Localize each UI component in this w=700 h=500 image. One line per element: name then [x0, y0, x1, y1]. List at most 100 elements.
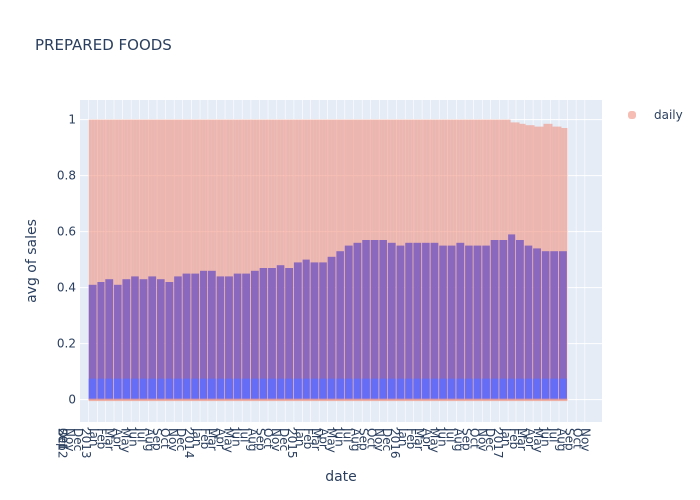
daily-bar[interactable] [115, 119, 119, 400]
base-bar[interactable] [319, 378, 327, 400]
avg-bar[interactable] [259, 268, 268, 400]
daily-bar[interactable] [238, 119, 242, 400]
daily-bar[interactable] [235, 119, 239, 400]
avg-bar[interactable] [439, 245, 447, 400]
base-bar[interactable] [515, 378, 524, 400]
daily-bar[interactable] [402, 119, 406, 400]
daily-bar[interactable] [160, 119, 164, 400]
daily-bar[interactable] [531, 125, 535, 400]
avg-bar[interactable] [344, 245, 353, 400]
daily-bar[interactable] [220, 119, 224, 400]
avg-bar[interactable] [336, 251, 344, 400]
base-bar[interactable] [131, 378, 139, 400]
avg-bar[interactable] [225, 276, 233, 400]
base-bar[interactable] [182, 378, 191, 400]
legend[interactable]: daily [628, 108, 683, 122]
avg-bar[interactable] [362, 240, 370, 400]
daily-bar[interactable] [241, 119, 245, 400]
daily-bar[interactable] [157, 119, 161, 400]
base-bar[interactable] [362, 378, 370, 400]
daily-bar[interactable] [166, 119, 170, 400]
base-bar[interactable] [97, 378, 105, 400]
daily-bar[interactable] [172, 119, 176, 400]
base-bar[interactable] [216, 378, 225, 400]
daily-bar[interactable] [214, 119, 218, 400]
daily-bar[interactable] [205, 119, 209, 400]
base-bar[interactable] [157, 378, 165, 400]
base-bar[interactable] [508, 378, 516, 400]
daily-bar[interactable] [247, 119, 251, 400]
daily-bar[interactable] [142, 119, 146, 400]
daily-bar[interactable] [139, 119, 143, 400]
base-bar[interactable] [327, 378, 336, 400]
avg-bar[interactable] [174, 276, 182, 400]
avg-bar[interactable] [268, 268, 276, 400]
base-bar[interactable] [413, 378, 422, 400]
daily-bar[interactable] [175, 119, 179, 400]
avg-bar[interactable] [310, 262, 319, 400]
daily-bar[interactable] [280, 119, 284, 400]
daily-bar[interactable] [271, 119, 275, 400]
base-bar[interactable] [165, 378, 174, 400]
daily-bar[interactable] [103, 119, 107, 400]
avg-bar[interactable] [319, 262, 327, 400]
daily-bar[interactable] [151, 119, 155, 400]
avg-bar[interactable] [541, 251, 550, 400]
daily-bar[interactable] [118, 119, 122, 400]
daily-bar[interactable] [196, 119, 200, 400]
base-bar[interactable] [353, 378, 362, 400]
base-bar[interactable] [465, 378, 473, 400]
daily-bar[interactable] [334, 119, 338, 400]
daily-bar[interactable] [253, 119, 257, 400]
avg-bar[interactable] [148, 276, 157, 400]
base-bar[interactable] [541, 378, 550, 400]
avg-bar[interactable] [515, 240, 524, 400]
daily-bar[interactable] [319, 119, 323, 400]
base-bar[interactable] [88, 378, 97, 400]
avg-bar[interactable] [97, 282, 105, 400]
avg-bar[interactable] [413, 242, 422, 400]
base-bar[interactable] [276, 378, 285, 400]
daily-bar[interactable] [289, 119, 293, 400]
avg-bar[interactable] [165, 282, 174, 400]
base-bar[interactable] [379, 378, 387, 400]
base-bar[interactable] [293, 378, 302, 400]
avg-bar[interactable] [430, 242, 439, 400]
daily-bar[interactable] [211, 119, 215, 400]
daily-bar[interactable] [100, 119, 104, 400]
daily-bar[interactable] [286, 119, 290, 400]
avg-bar[interactable] [139, 279, 148, 400]
daily-bar[interactable] [298, 119, 302, 400]
daily-bar[interactable] [202, 119, 206, 400]
daily-bar[interactable] [316, 119, 320, 400]
daily-bar[interactable] [256, 119, 260, 400]
avg-bar[interactable] [182, 273, 191, 400]
daily-bar[interactable] [352, 119, 355, 400]
avg-bar[interactable] [447, 245, 456, 400]
base-bar[interactable] [250, 378, 259, 400]
daily-bar[interactable] [325, 119, 329, 400]
daily-bar[interactable] [244, 119, 248, 400]
daily-bar[interactable] [88, 119, 92, 400]
daily-bar[interactable] [295, 119, 299, 400]
daily-bar[interactable] [148, 119, 152, 400]
base-bar[interactable] [336, 378, 344, 400]
daily-bar[interactable] [94, 119, 98, 400]
daily-bar[interactable] [97, 119, 101, 400]
avg-bar[interactable] [114, 284, 122, 400]
base-bar[interactable] [370, 378, 379, 400]
daily-bar[interactable] [190, 119, 194, 400]
avg-bar[interactable] [191, 273, 200, 400]
avg-bar[interactable] [396, 245, 405, 400]
avg-bar[interactable] [242, 273, 251, 400]
daily-bar[interactable] [121, 119, 125, 400]
daily-bar[interactable] [471, 119, 475, 400]
avg-bar[interactable] [122, 279, 131, 400]
daily-bar[interactable] [109, 119, 113, 400]
avg-bar[interactable] [508, 234, 516, 400]
base-bar[interactable] [259, 378, 268, 400]
avg-bar[interactable] [293, 262, 302, 400]
base-bar[interactable] [310, 378, 319, 400]
base-bar[interactable] [482, 378, 490, 400]
daily-bar[interactable] [106, 119, 110, 400]
